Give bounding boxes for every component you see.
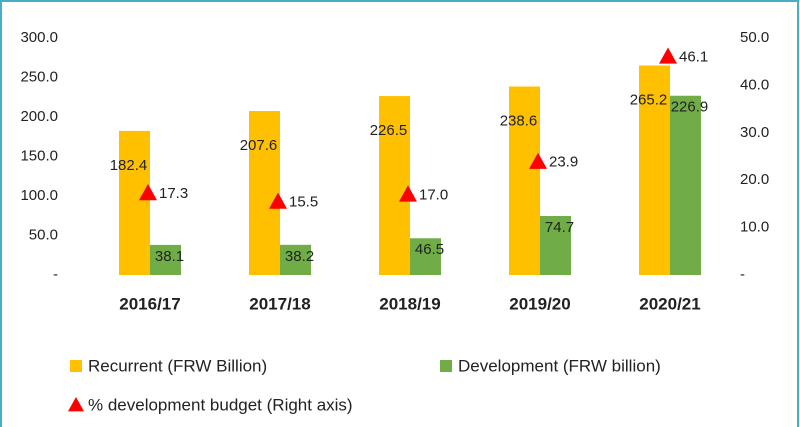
data-label: 15.5 (289, 193, 318, 210)
x-tick-label: 2018/19 (379, 294, 440, 313)
data-label: 38.1 (155, 248, 184, 265)
y2-tick-label: 30.0 (740, 124, 769, 141)
data-label: 46.1 (679, 48, 708, 65)
data-label: 238.6 (500, 112, 538, 129)
bar (249, 110, 280, 275)
marker (269, 192, 287, 209)
bar (540, 215, 571, 275)
marker (529, 152, 547, 169)
bar (509, 86, 540, 275)
legend-label: Development (FRW billion) (458, 356, 661, 375)
x-tick-label: 2016/17 (119, 294, 180, 313)
x-tick-label: 2020/21 (639, 294, 700, 313)
data-label: 17.0 (419, 186, 448, 203)
y2-tick-label: 40.0 (740, 76, 769, 93)
y2-tick-label: - (740, 266, 745, 283)
bar (150, 244, 181, 275)
legend-swatch (70, 360, 82, 372)
y-tick-label: 150.0 (20, 147, 58, 164)
legend-marker (68, 397, 84, 412)
y-tick-label: 50.0 (29, 226, 58, 243)
data-label: 226.5 (370, 122, 408, 139)
legend-swatch (440, 360, 452, 372)
data-label: 207.6 (240, 137, 278, 154)
data-label: 182.4 (110, 157, 148, 174)
data-label: 46.5 (415, 241, 444, 258)
y-tick-label: 250.0 (20, 68, 58, 85)
y2-tick-label: 20.0 (740, 171, 769, 188)
data-label: 38.2 (285, 248, 314, 265)
bar (639, 65, 670, 275)
y2-tick-label: 10.0 (740, 219, 769, 236)
marker (399, 185, 417, 202)
y-tick-label: 100.0 (20, 187, 58, 204)
bar (670, 95, 701, 276)
data-label: 226.9 (671, 99, 709, 116)
x-tick-label: 2019/20 (509, 294, 570, 313)
bar (119, 130, 150, 275)
bar (410, 238, 441, 275)
marker (139, 183, 157, 201)
y2-tick-label: 50.0 (740, 29, 769, 46)
data-label: 23.9 (549, 154, 578, 171)
bar (379, 96, 410, 275)
legend-label: Recurrent (FRW Billion) (88, 356, 267, 375)
data-label: 74.7 (545, 219, 574, 236)
bar (280, 244, 311, 275)
x-tick-label: 2017/18 (249, 294, 310, 313)
marker (659, 47, 677, 64)
y-tick-label: 200.0 (20, 108, 58, 125)
data-label: 17.3 (159, 185, 188, 202)
y-tick-label: - (53, 266, 58, 283)
y-tick-label: 300.0 (20, 29, 58, 46)
data-label: 265.2 (630, 91, 668, 108)
legend-label: % development budget (Right axis) (88, 395, 353, 414)
